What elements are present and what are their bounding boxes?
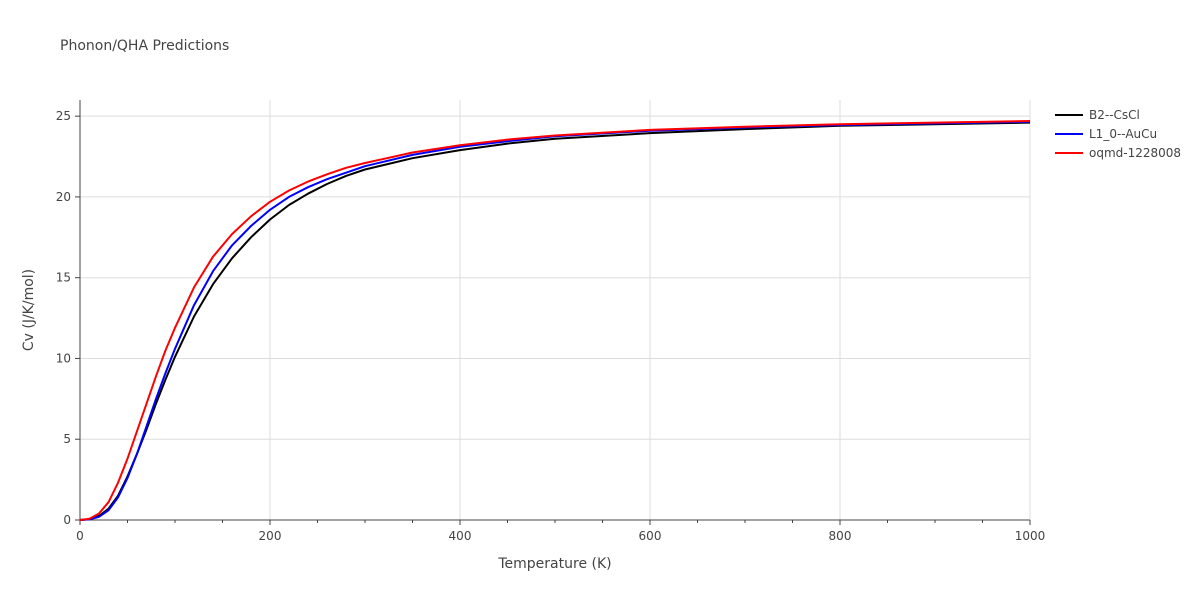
legend-label: oqmd-1228008 xyxy=(1089,146,1181,160)
series-line xyxy=(79,120,1031,521)
y-tick-label: 10 xyxy=(56,351,71,365)
y-tick-label: 5 xyxy=(63,432,71,446)
plot-area xyxy=(79,120,1031,521)
y-tick-label: 20 xyxy=(56,190,71,204)
x-tick-label: 0 xyxy=(76,529,84,543)
x-tick-label: 800 xyxy=(829,529,852,543)
chart-title: Phonon/QHA Predictions xyxy=(60,38,229,54)
grid xyxy=(80,100,1031,520)
x-tick-label: 200 xyxy=(259,529,282,543)
y-axis-title: Cv (J/K/mol) xyxy=(21,269,37,351)
y-tick-label: 0 xyxy=(63,513,71,527)
series-line xyxy=(79,120,1031,521)
legend-label: L1_0--AuCu xyxy=(1089,127,1157,141)
x-tick-label: 400 xyxy=(449,529,472,543)
series-line xyxy=(79,121,1031,521)
y-tick-label: 15 xyxy=(56,271,71,285)
y-tick-label: 25 xyxy=(56,109,71,123)
axes: 0 200 400 600 800 1000 0 5 10 15 20 25 xyxy=(56,100,1046,543)
x-tick-label: 1000 xyxy=(1015,529,1046,543)
x-axis-title: Temperature (K) xyxy=(497,556,611,572)
x-tick-label: 600 xyxy=(639,529,662,543)
legend: B2--CsCl L1_0--AuCu oqmd-1228008 xyxy=(1055,108,1181,160)
legend-label: B2--CsCl xyxy=(1089,108,1140,122)
